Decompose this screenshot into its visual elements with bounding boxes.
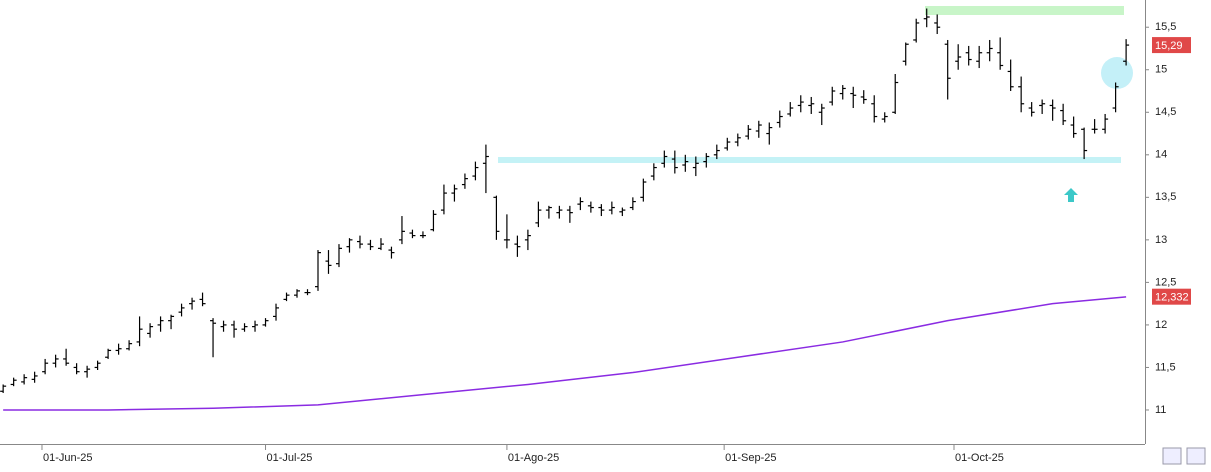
- price-label-box: [1152, 37, 1191, 54]
- y-tick-label: 15,5: [1155, 21, 1176, 33]
- highlight-circle: [1101, 57, 1133, 89]
- y-tick-label: 13: [1155, 234, 1167, 246]
- y-tick-label: 13,5: [1155, 191, 1176, 203]
- zoom-button[interactable]: [1162, 447, 1182, 465]
- moving-average: [3, 296, 1127, 411]
- y-tick-label: 12: [1155, 319, 1167, 331]
- x-tick-label: 01-Sep-25: [725, 452, 776, 464]
- price-label: 12,332: [1155, 292, 1189, 304]
- price-label-box: [1152, 288, 1191, 305]
- y-tick-label: 14,5: [1155, 106, 1176, 118]
- y-tick-label: 14: [1155, 149, 1167, 161]
- resistance-zone: [925, 6, 1124, 15]
- support-line: [498, 157, 1121, 163]
- arrow-up: [1064, 188, 1078, 202]
- price-label: 15,29: [1155, 40, 1183, 52]
- y-tick-label: 15: [1155, 64, 1167, 76]
- x-tick-label: 01-Jul-25: [267, 452, 313, 464]
- x-tick-label: 01-Jun-25: [43, 452, 93, 464]
- y-tick-label: 11,5: [1155, 361, 1176, 373]
- save-button[interactable]: [1186, 447, 1206, 465]
- x-tick-label: 01-Oct-25: [955, 452, 1004, 464]
- x-tick-label: 01-Ago-25: [508, 452, 559, 464]
- y-tick-label: 11: [1155, 404, 1166, 416]
- y-tick-label: 12,5: [1155, 276, 1176, 288]
